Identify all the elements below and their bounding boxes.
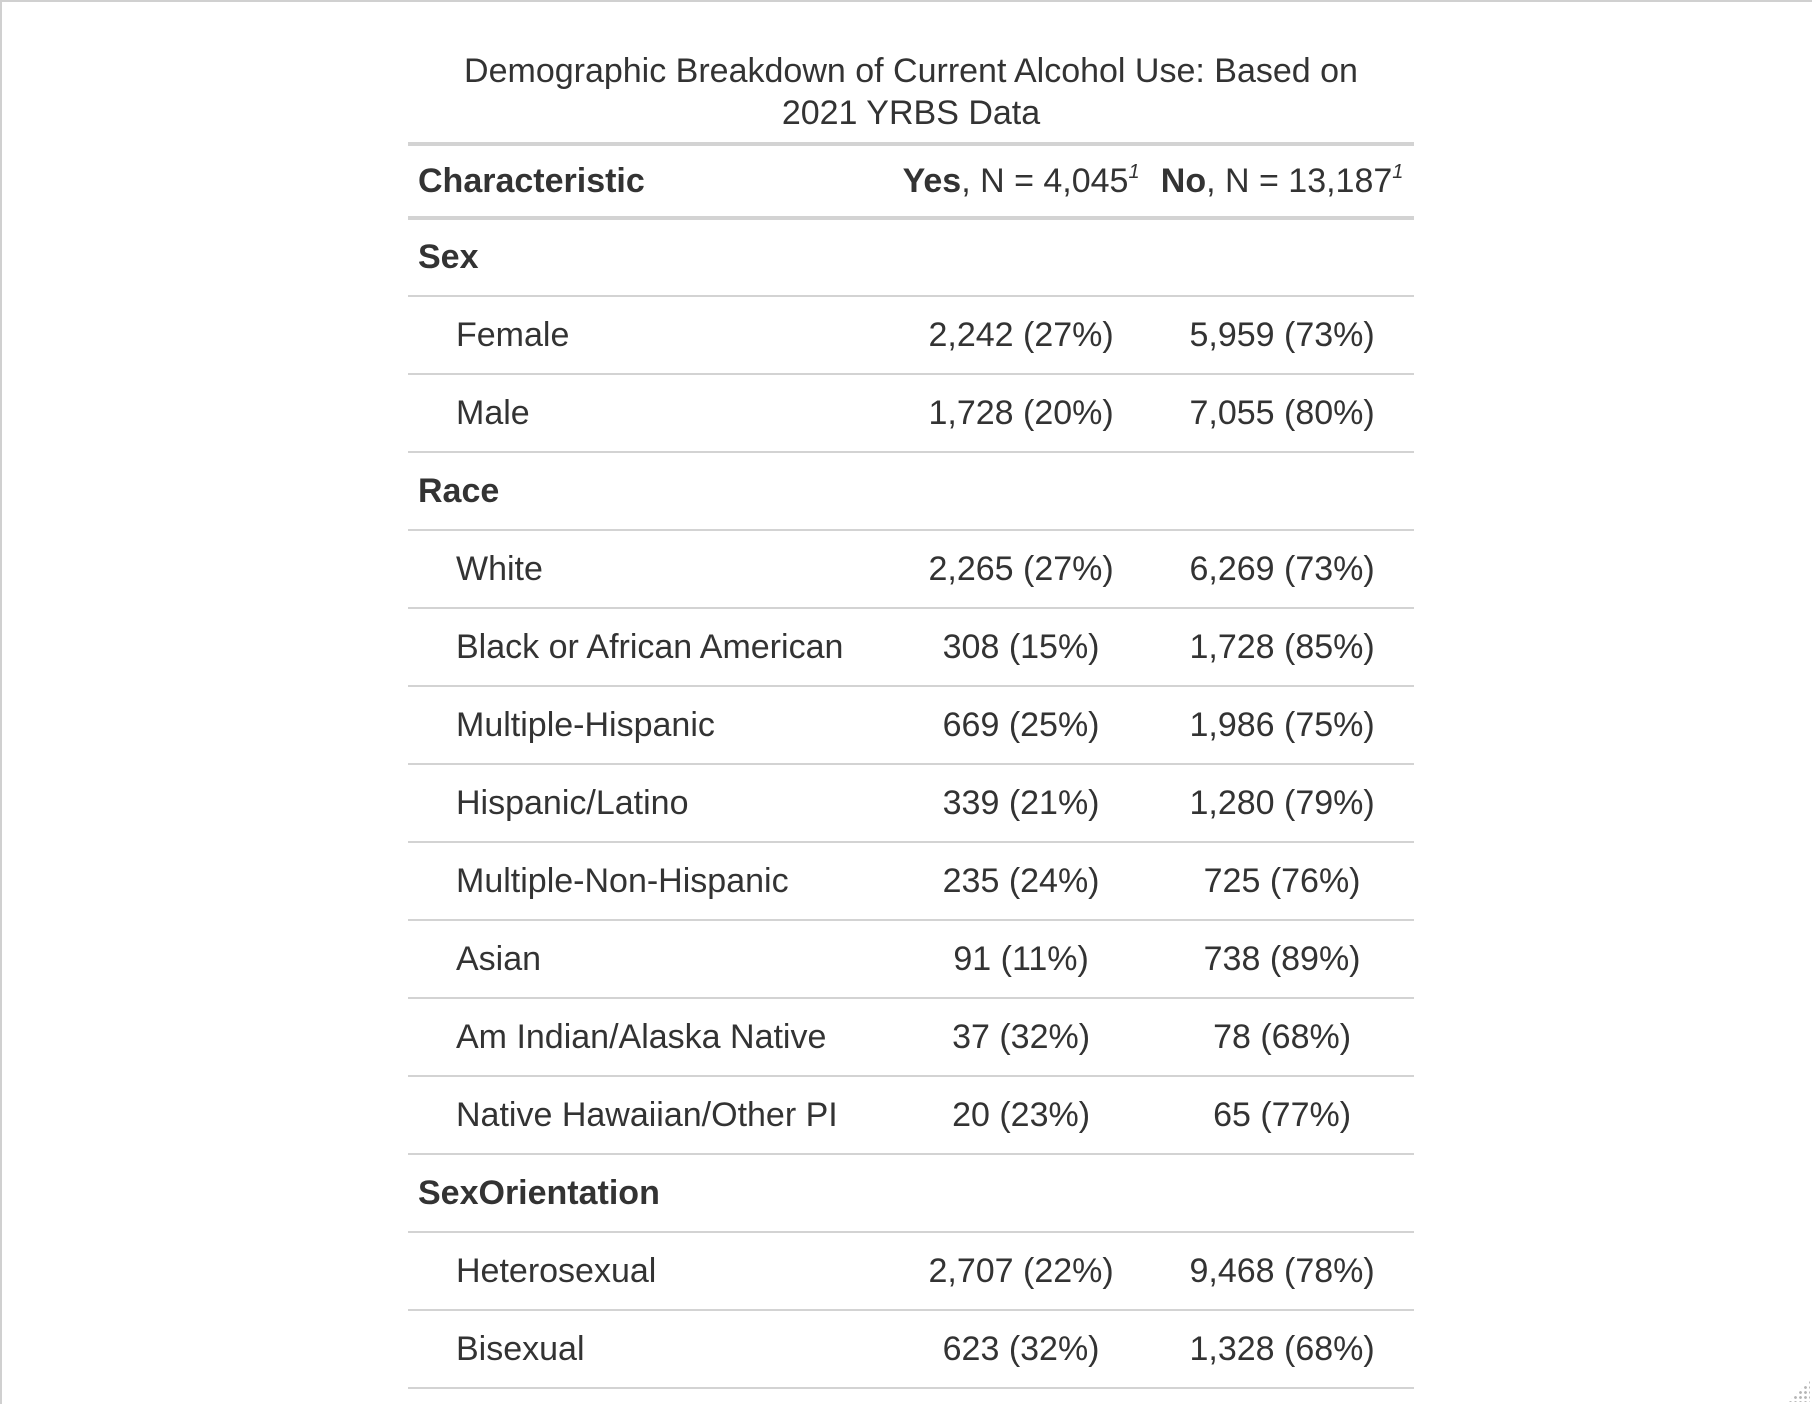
yes-cell: 91 (11%) (953, 939, 1089, 978)
table-row: White 2,265 (27%) 6,269 (73%) (408, 530, 1414, 608)
group-label: SexOrientation (418, 1173, 660, 1212)
no-cell: 7,055 (80%) (1189, 393, 1375, 432)
row-label: Black or African American (456, 627, 844, 666)
row-label: Bisexual (456, 1329, 585, 1368)
no-cell: 1,328 (68%) (1189, 1329, 1375, 1368)
header-yes: Yes, N = 4,0451 (892, 144, 1150, 218)
table-body: Sex Female 2,242 (27%) 5,959 (73%) Male … (408, 218, 1414, 1388)
group-row-race: Race (408, 452, 1414, 530)
table-row: Native Hawaiian/Other PI 20 (23%) 65 (77… (408, 1076, 1414, 1154)
no-cell: 5,959 (73%) (1189, 315, 1375, 354)
table-row: Asian 91 (11%) 738 (89%) (408, 920, 1414, 998)
no-cell: 1,280 (79%) (1189, 783, 1375, 822)
group-row-sex: Sex (408, 218, 1414, 296)
table-caption: Demographic Breakdown of Current Alcohol… (464, 52, 1358, 132)
yes-cell: 669 (25%) (942, 705, 1100, 744)
no-cell: 725 (76%) (1203, 861, 1361, 900)
header-yes-label: Yes (902, 162, 962, 200)
yes-cell: 37 (32%) (952, 1017, 1091, 1056)
table-row: Bisexual 623 (32%) 1,328 (68%) (408, 1310, 1414, 1388)
no-cell: 1,986 (75%) (1189, 705, 1375, 744)
yes-cell: 339 (21%) (942, 783, 1100, 822)
yes-cell: 20 (23%) (952, 1095, 1091, 1134)
summary-table: Characteristic Yes, N = 4,0451 No, N = 1… (408, 142, 1414, 1389)
no-cell: 738 (89%) (1203, 939, 1361, 978)
no-cell: 9,468 (78%) (1189, 1251, 1375, 1290)
table-row: Hispanic/Latino 339 (21%) 1,280 (79%) (408, 764, 1414, 842)
yes-cell: 2,242 (27%) (928, 315, 1114, 354)
no-cell: 1,728 (85%) (1189, 627, 1375, 666)
header-row: Characteristic Yes, N = 4,0451 No, N = 1… (408, 144, 1414, 218)
row-label: Heterosexual (456, 1251, 657, 1290)
header-yes-n: , N = 4,045 (961, 162, 1129, 200)
header-yes-footnote-mark: 1 (1128, 161, 1140, 183)
header-no-label: No (1160, 162, 1207, 200)
group-label: Race (418, 471, 500, 510)
no-cell: 6,269 (73%) (1189, 549, 1375, 588)
table-row: Multiple-Non-Hispanic 235 (24%) 725 (76%… (408, 842, 1414, 920)
row-label: Multiple-Hispanic (456, 705, 715, 744)
group-row-sexorientation: SexOrientation (408, 1154, 1414, 1232)
group-label: Sex (418, 238, 479, 276)
table-row: Black or African American 308 (15%) 1,72… (408, 608, 1414, 686)
yes-cell: 2,707 (22%) (928, 1251, 1114, 1290)
header-no: No, N = 13,1871 (1150, 144, 1414, 218)
row-label: Multiple-Non-Hispanic (456, 861, 789, 900)
table-row: Male 1,728 (20%) 7,055 (80%) (408, 374, 1414, 452)
no-cell: 65 (77%) (1213, 1095, 1352, 1134)
table-row: Am Indian/Alaska Native 37 (32%) 78 (68%… (408, 998, 1414, 1076)
row-label: Male (456, 393, 530, 432)
row-label: Native Hawaiian/Other PI (456, 1095, 838, 1134)
yes-cell: 235 (24%) (942, 861, 1100, 900)
yes-cell: 308 (15%) (942, 627, 1100, 666)
table-row: Heterosexual 2,707 (22%) 9,468 (78%) (408, 1232, 1414, 1310)
row-label: Asian (456, 939, 542, 978)
header-no-footnote-mark: 1 (1392, 161, 1404, 183)
row-label: Hispanic/Latino (456, 783, 689, 822)
row-label: Am Indian/Alaska Native (456, 1017, 827, 1056)
yes-cell: 1,728 (20%) (928, 393, 1114, 432)
yes-cell: 623 (32%) (942, 1329, 1100, 1368)
header-characteristic: Characteristic (418, 161, 645, 200)
table-row: Female 2,242 (27%) 5,959 (73%) (408, 296, 1414, 374)
table-row: Multiple-Hispanic 669 (25%) 1,986 (75%) (408, 686, 1414, 764)
header-no-n: , N = 13,187 (1206, 162, 1393, 200)
yes-cell: 2,265 (27%) (928, 549, 1114, 588)
table-header: Characteristic Yes, N = 4,0451 No, N = 1… (408, 144, 1414, 218)
no-cell: 78 (68%) (1213, 1017, 1352, 1056)
summary-table-container: Demographic Breakdown of Current Alcohol… (408, 50, 1414, 1389)
row-label: White (456, 549, 543, 588)
row-label: Female (456, 315, 570, 354)
